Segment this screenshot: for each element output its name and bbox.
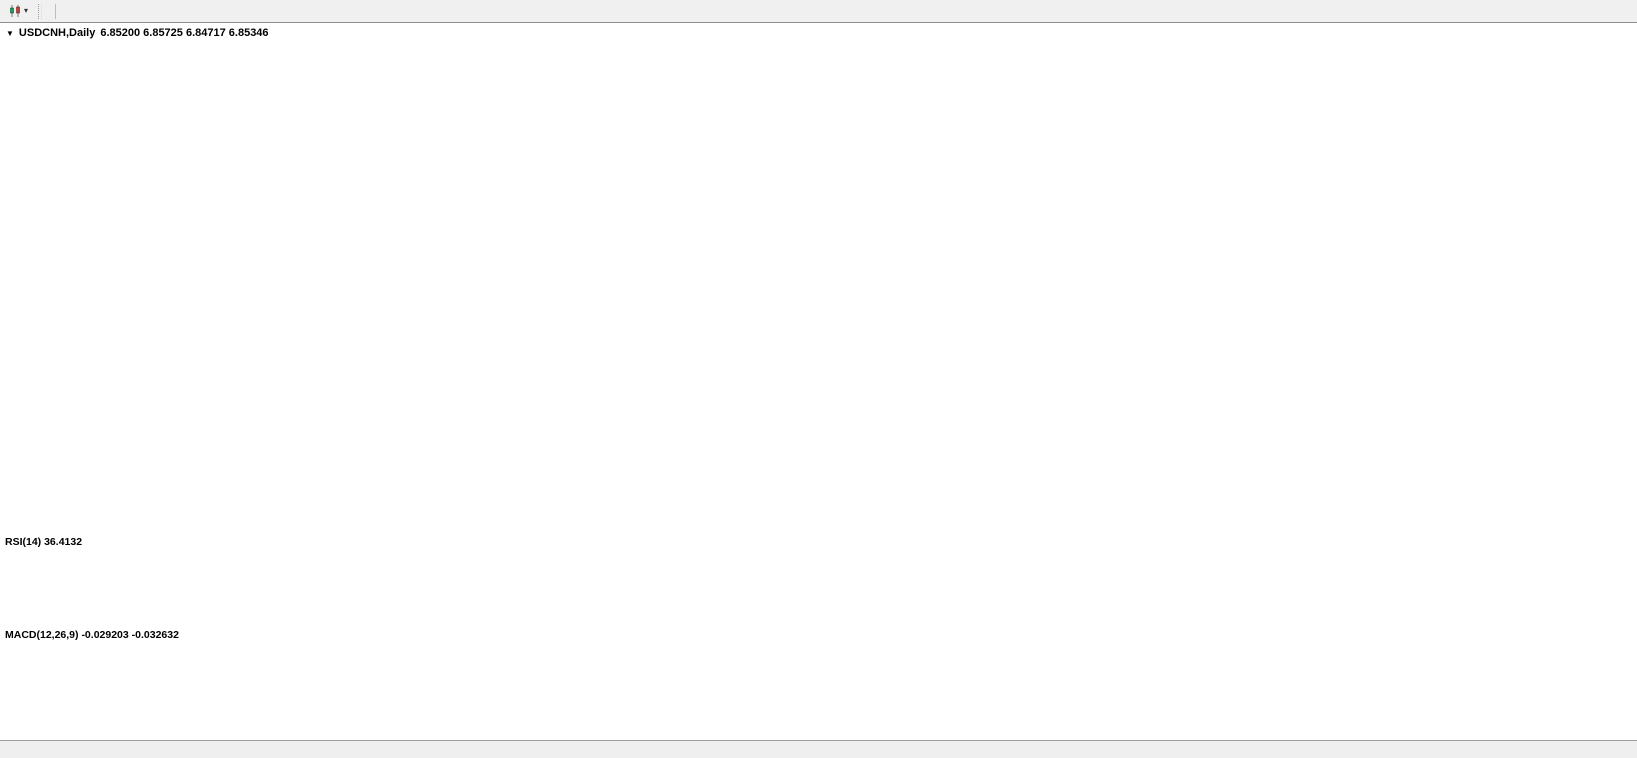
candlestick-glyph-icon bbox=[10, 5, 20, 17]
chart-menu-caret-icon[interactable]: ▼ bbox=[6, 28, 14, 38]
chart-type-icon[interactable]: ▾ bbox=[4, 3, 32, 19]
chart-ohlc-values: 6.85200 6.85725 6.84717 6.85346 bbox=[100, 27, 269, 39]
chart-tool-dropdown-icon[interactable]: ▾ bbox=[24, 6, 29, 15]
chart-symbol-period: USDCNH,Daily bbox=[18, 27, 96, 39]
timeframe-toolbar: ▾ bbox=[0, 0, 1637, 23]
toolbar-separator bbox=[55, 3, 57, 19]
toolbar-grip bbox=[38, 3, 43, 19]
rsi-indicator-label: RSI(14) 36.4132 bbox=[5, 536, 83, 548]
symbol-tab-bar bbox=[0, 740, 1637, 758]
chart-title: ▼ USDCNH,Daily 6.85200 6.85725 6.84717 6… bbox=[6, 27, 269, 39]
macd-indicator-label: MACD(12,26,9) -0.029203 -0.032632 bbox=[5, 629, 179, 641]
